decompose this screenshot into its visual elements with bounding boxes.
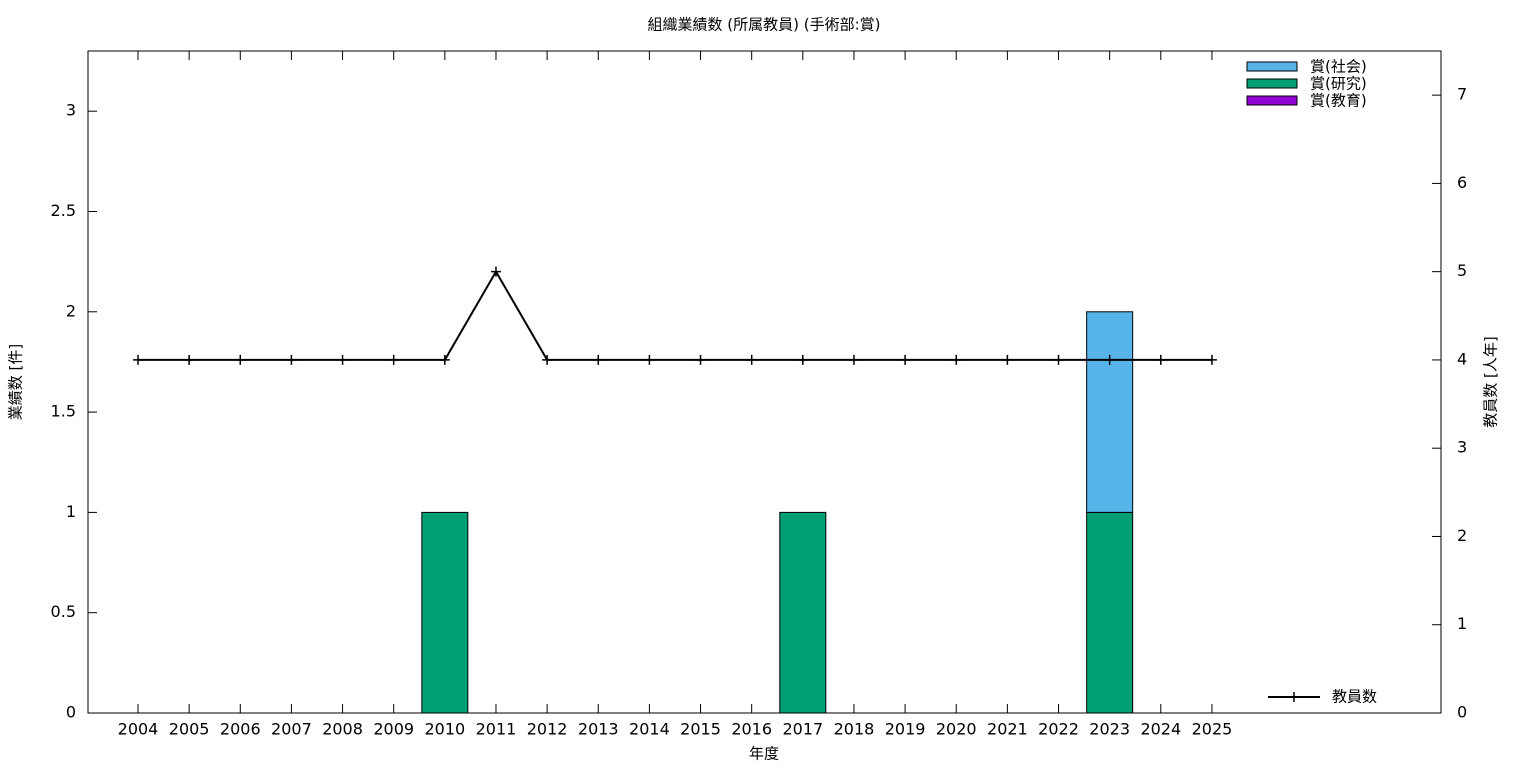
legend-swatch [1246,61,1298,72]
x-tick-label: 2019 [885,720,926,739]
x-tick-label: 2015 [680,720,721,739]
x-tick-label: 2022 [1038,720,1079,739]
x-tick-label: 2004 [118,720,159,739]
y2-axis-label: 教員数 [人年] [1482,336,1500,427]
x-axis-label: 年度 [749,745,779,763]
y2-tick-label: 4 [1457,349,1467,368]
x-tick-label: 2024 [1140,720,1181,739]
legend-swatch [1246,78,1298,89]
x-tick-label: 2008 [322,720,363,739]
y2-tick-label: 1 [1457,614,1467,633]
bar [779,511,827,714]
x-tick-label: 2017 [782,720,823,739]
x-tick-label: 2014 [629,720,670,739]
x-tick-label: 2025 [1192,720,1233,739]
legend-label: 賞(社会) [1310,58,1367,76]
x-tick-label: 2009 [373,720,414,739]
y2-tick-label: 5 [1457,261,1467,280]
x-tick-label: 2023 [1089,720,1130,739]
legend-label: 教員数 [1332,688,1377,706]
x-tick-label: 2006 [220,720,261,739]
x-tick-label: 2007 [271,720,312,739]
y2-tick-label: 6 [1457,173,1467,192]
y-tick-label: 3 [66,101,76,120]
x-tick-label: 2005 [169,720,210,739]
x-tick-label: 2018 [834,720,875,739]
y2-tick-label: 2 [1457,526,1467,545]
y-tick-label: 1.5 [51,402,76,421]
line-series [138,269,1212,361]
x-tick-label: 2020 [936,720,977,739]
point-markers [133,266,1217,365]
x-tick-label: 2021 [987,720,1028,739]
y-axis-label: 業績数 [件] [7,344,25,420]
y-tick-label: 2.5 [51,201,76,220]
y-tick-label: 1 [66,502,76,521]
y-tick-label: 0.5 [51,602,76,621]
y2-tick-label: 7 [1457,85,1467,104]
y-tick-label: 2 [66,301,76,320]
bar [1086,511,1134,714]
legend-swatch [1246,95,1298,106]
legend-label: 賞(研究) [1310,75,1367,93]
bar [421,511,469,714]
bar [1086,311,1134,513]
x-tick-label: 2016 [731,720,772,739]
y2-tick-label: 0 [1457,703,1467,722]
chart-title: 組織業績数 (所属教員) (手術部:賞) [648,16,881,34]
x-tick-label: 2012 [527,720,568,739]
plot-frame [87,50,1442,714]
x-tick-label: 2011 [476,720,517,739]
legend-label: 賞(教育) [1310,92,1367,110]
y-tick-label: 0 [66,703,76,722]
y2-tick-label: 3 [1457,438,1467,457]
x-tick-label: 2013 [578,720,619,739]
x-tick-label: 2010 [424,720,465,739]
